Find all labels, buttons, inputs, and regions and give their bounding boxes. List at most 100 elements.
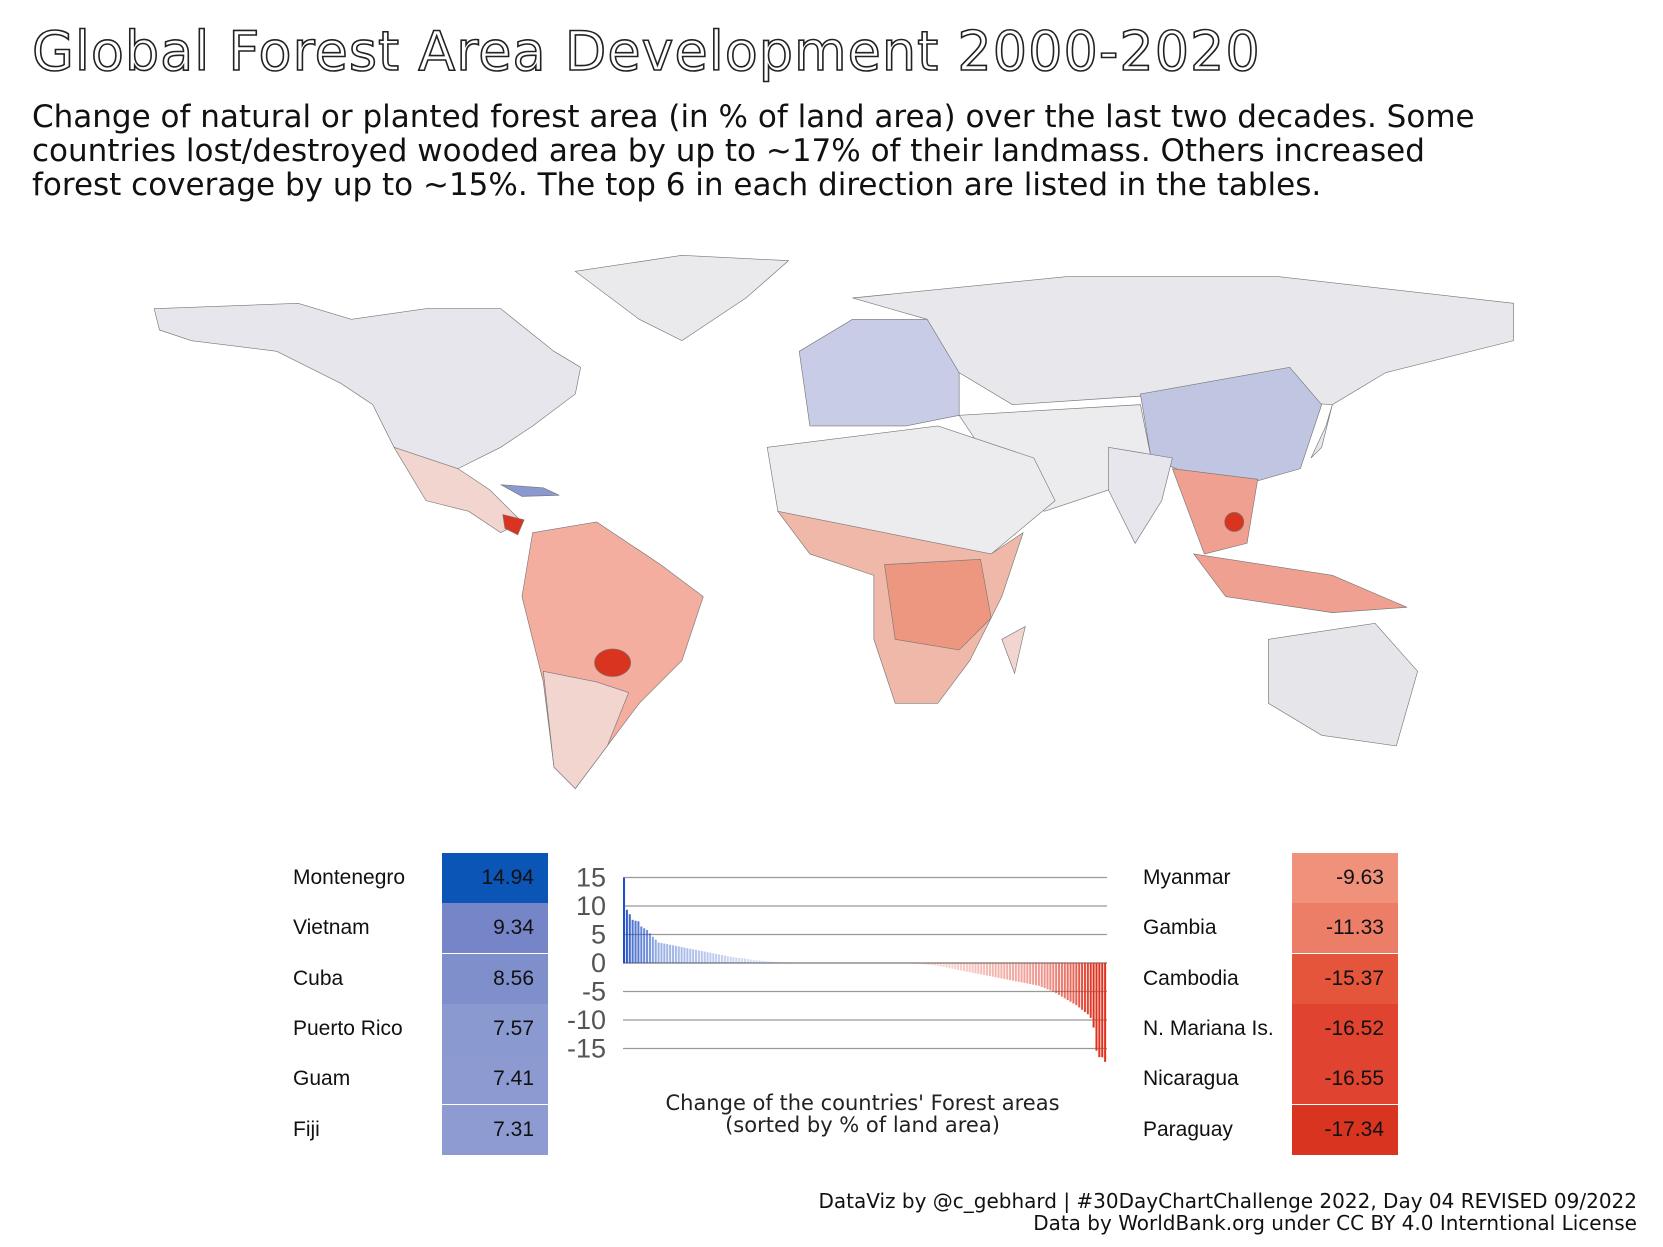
y-tick-label: 5 <box>591 920 606 950</box>
bar <box>937 963 940 966</box>
country-label: Gambia <box>1143 916 1217 940</box>
country-label: Myanmar <box>1143 866 1231 889</box>
bar <box>1009 963 1012 981</box>
country-label: Vietnam <box>293 916 370 940</box>
bar <box>651 936 654 963</box>
value-cell: -9.63 <box>1292 853 1398 903</box>
bar <box>778 962 781 963</box>
bar <box>640 926 643 963</box>
bar <box>703 951 706 963</box>
bar <box>980 963 983 975</box>
bar <box>913 963 916 964</box>
subtitle-line: Change of natural or planted forest area… <box>32 99 1475 135</box>
bar <box>674 945 677 963</box>
bar <box>1011 963 1014 981</box>
bar <box>654 939 657 963</box>
bar <box>700 951 703 963</box>
subtitle-line: countries lost/destroyed wooded area by … <box>32 133 1425 169</box>
bar <box>942 963 945 967</box>
bar <box>1043 963 1046 989</box>
bar <box>1075 963 1078 1006</box>
bar <box>1086 963 1089 1015</box>
bar <box>706 952 709 963</box>
subtitle: Change of natural or planted forest area… <box>32 100 1592 202</box>
country-label: Puerto Rico <box>293 1016 403 1040</box>
bar <box>769 961 772 963</box>
y-tick-label: 15 <box>576 863 606 893</box>
bar <box>695 949 698 963</box>
bar <box>945 963 948 968</box>
bar <box>764 961 767 963</box>
bar <box>726 956 729 963</box>
bar <box>954 963 957 970</box>
bar <box>738 957 741 963</box>
bar <box>962 963 965 971</box>
bar <box>729 956 732 963</box>
bar <box>1058 963 1061 995</box>
region-north-america <box>153 303 581 480</box>
bar <box>628 914 631 963</box>
y-tick-label: -15 <box>567 1034 606 1064</box>
country-label: Paraguay <box>1143 1117 1233 1141</box>
bar <box>631 919 634 963</box>
bar <box>1014 963 1017 982</box>
bar <box>928 963 931 965</box>
bar <box>709 952 712 963</box>
bar <box>951 963 954 969</box>
bar <box>977 963 980 974</box>
bar <box>1046 963 1049 990</box>
world-choropleth-map <box>153 255 1514 790</box>
bar <box>1055 963 1058 994</box>
bar <box>1083 963 1086 1013</box>
bar <box>1060 963 1063 997</box>
bar <box>919 963 922 965</box>
bar <box>666 944 669 963</box>
y-tick-label: 10 <box>576 891 606 921</box>
chart-title: Change of the countries' Forest areas <box>665 1091 1060 1115</box>
bar <box>997 963 1000 978</box>
region-japan <box>1310 404 1333 459</box>
bar <box>1066 963 1069 1001</box>
bar <box>648 933 651 963</box>
bar <box>916 963 919 964</box>
bar <box>784 962 787 963</box>
bar <box>715 953 718 963</box>
bar <box>1063 963 1066 999</box>
region-russia <box>852 276 1514 405</box>
bar <box>1026 963 1029 984</box>
bar <box>986 963 989 976</box>
bar <box>692 949 695 963</box>
country-label: Cuba <box>293 966 344 990</box>
region-australia <box>1268 622 1418 747</box>
country-label: Nicaragua <box>1143 1067 1239 1091</box>
country-label: Fiji <box>293 1117 320 1141</box>
bar <box>677 946 680 963</box>
bar <box>971 963 974 973</box>
region-nicaragua <box>502 514 525 536</box>
bar <box>720 955 723 963</box>
bar <box>1020 963 1023 983</box>
bar <box>1040 963 1043 987</box>
bar <box>623 877 626 963</box>
bar <box>1098 963 1101 1058</box>
y-tick-label: -5 <box>582 977 606 1007</box>
bar <box>646 929 649 963</box>
bar <box>1104 963 1107 1062</box>
bar <box>1069 963 1072 1002</box>
footer-credit: DataViz by @c_gebhard | #30DayChartChall… <box>818 1189 1637 1213</box>
bar <box>767 961 770 963</box>
bar <box>749 959 752 963</box>
bar <box>1037 963 1040 986</box>
bar <box>758 960 761 963</box>
region-southeast-asia <box>1171 468 1259 555</box>
bar <box>735 957 738 963</box>
bar <box>1092 963 1095 1028</box>
region-central-africa <box>884 558 992 651</box>
bar <box>657 942 660 963</box>
bar <box>1017 963 1020 982</box>
bar <box>625 909 628 963</box>
region-india <box>1108 446 1173 544</box>
region-madagascar <box>1001 625 1026 675</box>
region-southern-cone <box>542 670 630 790</box>
